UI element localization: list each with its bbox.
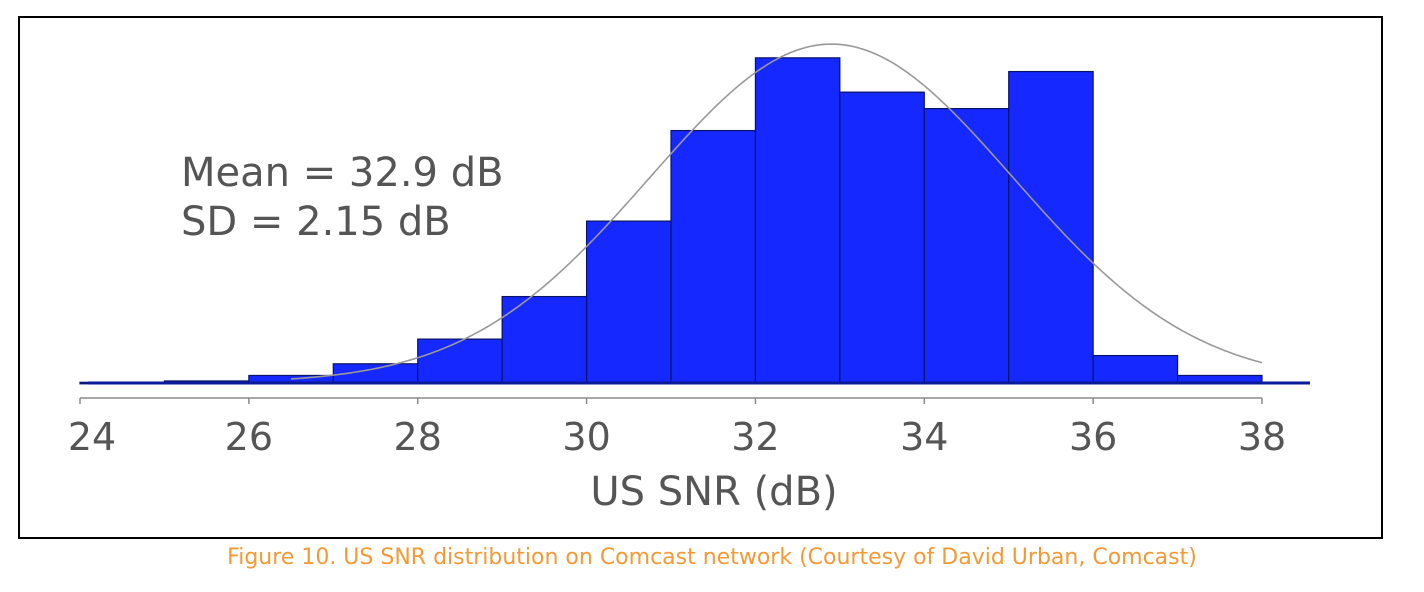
x-tick-label: 30 (562, 415, 610, 459)
histogram-bar (1008, 70, 1094, 384)
x-axis: 24 26 28 30 32 34 36 38 (68, 397, 1286, 459)
histogram-bar (670, 129, 757, 384)
x-tick-label: 32 (731, 415, 779, 459)
histogram-bar (923, 107, 1010, 384)
histogram-bar (839, 91, 925, 384)
x-tick-label: 26 (225, 415, 273, 459)
annotation-sd: SD = 2.15 dB (181, 199, 451, 245)
x-tick-label: 36 (1069, 415, 1117, 459)
histogram-bar (754, 57, 841, 384)
bars-layer (79, 57, 1310, 385)
histogram-bar (1092, 354, 1179, 384)
normal-fit-curve (291, 43, 1263, 380)
histogram-chart: 24 26 28 30 32 34 36 38 Mean = 32.9 dB SD = 2.1… (68, 43, 1310, 515)
curve-layer (291, 43, 1263, 380)
histogram-bar (417, 338, 503, 384)
x-tick-label: 24 (68, 415, 116, 459)
x-tick-label: 34 (900, 415, 948, 459)
figure-caption: Figure 10. US SNR distribution on Comcas… (227, 545, 1197, 570)
x-tick-label: 28 (394, 415, 442, 459)
x-axis-label: US SNR (dB) (590, 469, 837, 515)
histogram-bar (585, 220, 672, 384)
x-tick-label: 38 (1238, 415, 1286, 459)
annotation-mean: Mean = 32.9 dB (181, 150, 504, 196)
